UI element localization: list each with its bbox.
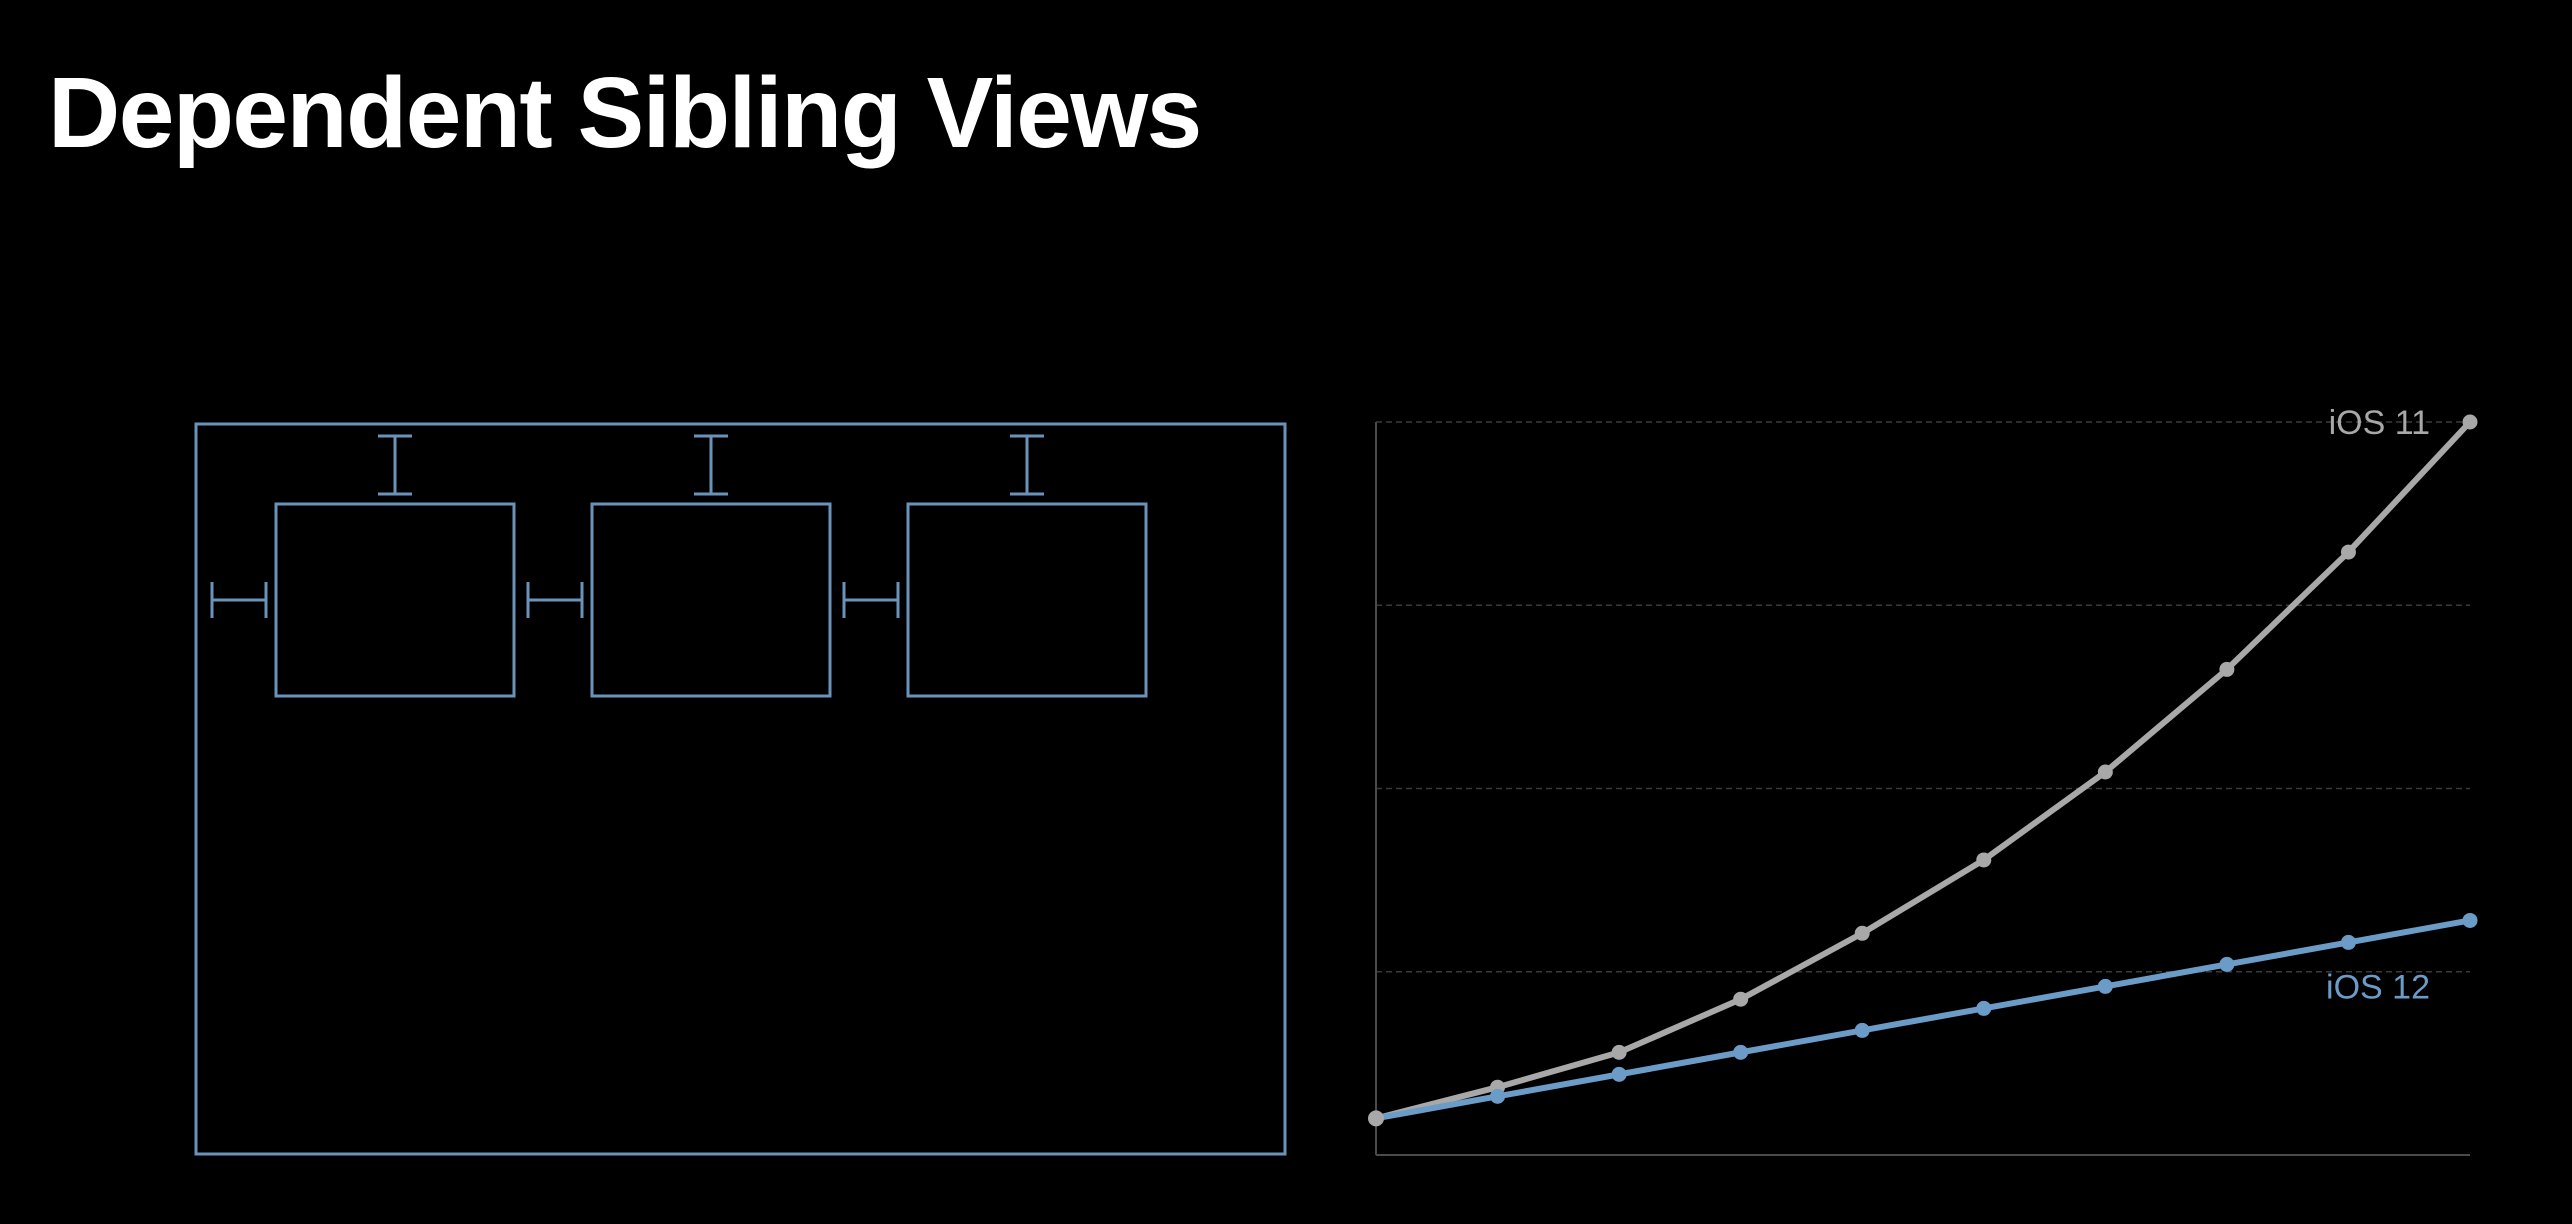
leading-constraint-1 (210, 582, 268, 618)
data-point-ios-11 (1733, 991, 1749, 1007)
data-point-ios-11 (1854, 925, 1870, 941)
chart-series-labels: iOS 11 iOS 12 (2326, 404, 2430, 1006)
data-point-ios-12 (1976, 1000, 1992, 1016)
slide-title: Dependent Sibling Views (48, 57, 1202, 169)
series-line-ios-12 (1373, 917, 2473, 1122)
data-point-ios-11 (1976, 852, 1992, 868)
superview-container (194, 422, 1287, 1156)
data-point-ios-12 (2097, 978, 2113, 994)
performance-chart: iOS 11 iOS 12 (1368, 404, 2478, 1156)
data-point-ios-11 (2097, 764, 2113, 780)
data-point-ios-11 (2340, 544, 2356, 560)
data-point-ios-12 (2462, 912, 2478, 928)
constraint-layout-diagram (194, 422, 1287, 1156)
series-label-ios-12: iOS 12 (2326, 968, 2430, 1006)
data-point-ios-12 (2219, 956, 2235, 972)
sibling-view-3 (906, 502, 1148, 698)
sibling-view-2 (590, 502, 832, 698)
leading-constraint-2 (526, 582, 584, 618)
leading-constraint-3 (842, 582, 900, 618)
data-point-start (1368, 1110, 1384, 1127)
sibling-view-1 (274, 502, 516, 698)
data-point-ios-12 (1854, 1022, 1870, 1038)
top-constraint-1 (378, 434, 412, 496)
data-point-ios-12 (1490, 1088, 1506, 1104)
chart-axes (1375, 422, 2470, 1156)
data-point-ios-12 (1611, 1066, 1627, 1082)
data-point-ios-11 (2219, 661, 2235, 677)
data-point-ios-11 (1611, 1044, 1627, 1060)
top-constraint-3 (1010, 434, 1044, 496)
series-line-ios-11 (1373, 419, 2473, 1122)
data-point-ios-12 (1733, 1044, 1749, 1060)
series-label-ios-11: iOS 11 (2329, 404, 2430, 442)
chart-series (1368, 414, 2478, 1127)
data-point-ios-11 (2462, 414, 2478, 430)
top-constraint-2 (694, 434, 728, 496)
chart-gridlines (1376, 421, 2470, 973)
data-point-ios-12 (2340, 934, 2356, 950)
